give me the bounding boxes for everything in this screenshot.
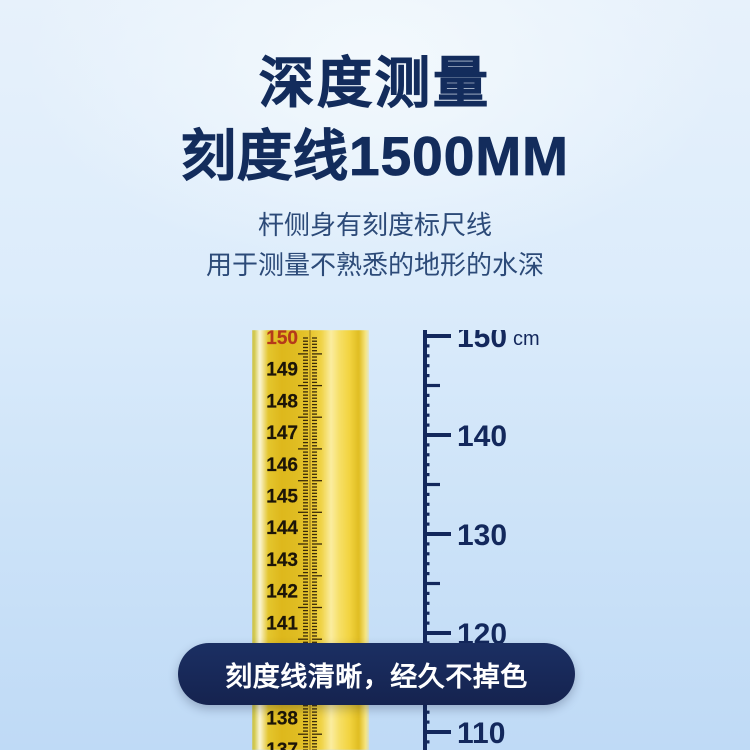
svg-text:141: 141 xyxy=(266,613,298,634)
svg-text:147: 147 xyxy=(266,423,298,444)
svg-text:142: 142 xyxy=(266,582,298,603)
svg-text:148: 148 xyxy=(266,391,298,412)
svg-text:150: 150 xyxy=(266,330,298,349)
svg-text:146: 146 xyxy=(266,455,298,476)
svg-text:145: 145 xyxy=(266,487,298,508)
svg-text:150: 150 xyxy=(457,330,507,354)
svg-text:144: 144 xyxy=(266,518,298,539)
svg-text:149: 149 xyxy=(266,360,298,381)
svg-text:140: 140 xyxy=(457,420,507,453)
svg-text:137: 137 xyxy=(266,740,298,750)
svg-text:143: 143 xyxy=(266,550,298,571)
svg-text:cm: cm xyxy=(513,330,540,350)
svg-text:130: 130 xyxy=(457,519,507,552)
svg-text:110: 110 xyxy=(457,717,505,750)
svg-text:138: 138 xyxy=(266,708,298,729)
